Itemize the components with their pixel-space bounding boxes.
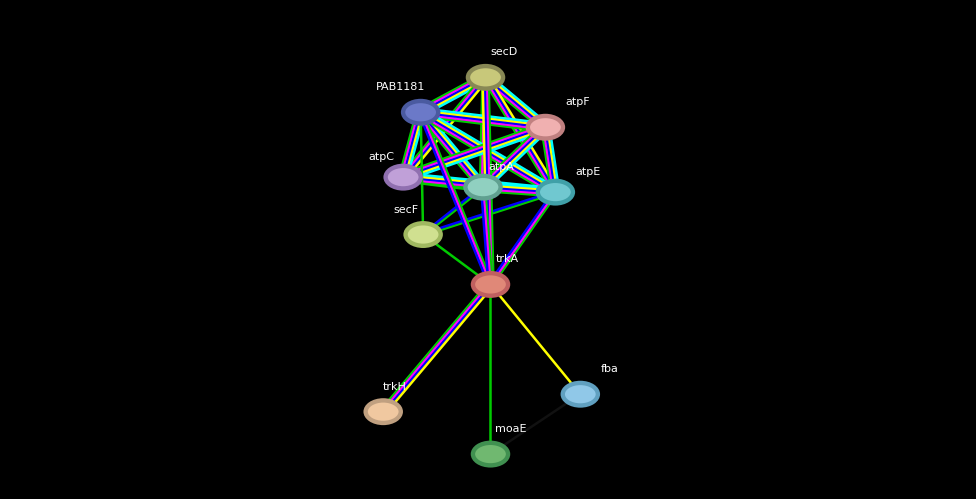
Ellipse shape	[401, 99, 440, 126]
Text: fba: fba	[600, 364, 618, 374]
Text: PAB1181: PAB1181	[376, 82, 426, 92]
Ellipse shape	[404, 102, 437, 123]
Ellipse shape	[539, 182, 572, 203]
Text: trkA: trkA	[496, 254, 518, 264]
Ellipse shape	[470, 441, 510, 468]
Text: trkH: trkH	[384, 382, 407, 392]
Ellipse shape	[468, 67, 503, 88]
Text: secF: secF	[393, 205, 419, 215]
Text: atpF: atpF	[565, 97, 590, 107]
Ellipse shape	[526, 114, 565, 141]
Text: atpA: atpA	[488, 162, 514, 172]
Ellipse shape	[473, 444, 508, 465]
Ellipse shape	[470, 271, 510, 298]
Text: atpE: atpE	[575, 167, 600, 177]
Ellipse shape	[467, 177, 500, 198]
Ellipse shape	[384, 164, 423, 191]
Text: atpC: atpC	[368, 152, 394, 162]
Ellipse shape	[466, 64, 506, 91]
Text: moaE: moaE	[496, 424, 527, 434]
Ellipse shape	[363, 398, 403, 425]
Ellipse shape	[366, 401, 400, 422]
Ellipse shape	[464, 174, 503, 201]
Ellipse shape	[536, 179, 575, 206]
Ellipse shape	[529, 117, 562, 138]
Ellipse shape	[386, 167, 420, 188]
Ellipse shape	[473, 274, 508, 295]
Ellipse shape	[560, 381, 600, 408]
Ellipse shape	[406, 224, 440, 245]
Ellipse shape	[403, 221, 443, 248]
Ellipse shape	[563, 384, 597, 405]
Text: secD: secD	[491, 47, 517, 57]
